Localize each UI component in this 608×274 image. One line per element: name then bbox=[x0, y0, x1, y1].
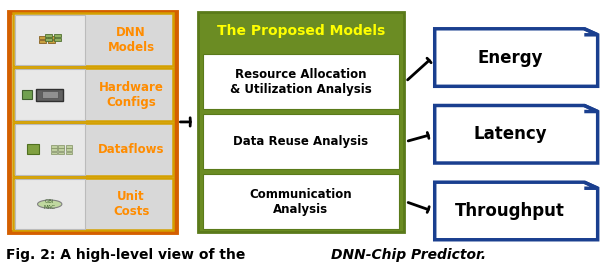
FancyBboxPatch shape bbox=[15, 69, 85, 120]
FancyBboxPatch shape bbox=[58, 145, 64, 148]
FancyBboxPatch shape bbox=[15, 124, 85, 175]
FancyBboxPatch shape bbox=[15, 179, 85, 229]
FancyBboxPatch shape bbox=[198, 12, 404, 232]
FancyBboxPatch shape bbox=[66, 152, 72, 154]
FancyBboxPatch shape bbox=[13, 68, 173, 121]
Polygon shape bbox=[435, 105, 598, 163]
FancyBboxPatch shape bbox=[66, 145, 72, 148]
Text: Hardware
Configs: Hardware Configs bbox=[98, 81, 164, 109]
FancyBboxPatch shape bbox=[51, 148, 57, 151]
Text: Communication
Analysis: Communication Analysis bbox=[250, 188, 352, 216]
FancyBboxPatch shape bbox=[45, 38, 52, 41]
Text: GBi
MAC: GBi MAC bbox=[44, 199, 56, 210]
Text: Energy: Energy bbox=[477, 48, 543, 67]
FancyBboxPatch shape bbox=[39, 40, 46, 43]
FancyBboxPatch shape bbox=[9, 12, 176, 232]
FancyBboxPatch shape bbox=[51, 152, 57, 154]
Text: Latency: Latency bbox=[473, 125, 547, 143]
FancyBboxPatch shape bbox=[66, 148, 72, 151]
FancyBboxPatch shape bbox=[54, 34, 61, 37]
Text: Dataflows: Dataflows bbox=[98, 143, 164, 156]
FancyBboxPatch shape bbox=[58, 152, 64, 154]
FancyBboxPatch shape bbox=[203, 114, 399, 169]
Text: Fig. 2: A high-level view of the: Fig. 2: A high-level view of the bbox=[6, 248, 250, 262]
FancyBboxPatch shape bbox=[13, 178, 173, 230]
Text: DNN-Chip Predictor.: DNN-Chip Predictor. bbox=[331, 248, 486, 262]
Text: Data Reuse Analysis: Data Reuse Analysis bbox=[233, 135, 368, 148]
FancyBboxPatch shape bbox=[39, 36, 46, 39]
FancyBboxPatch shape bbox=[42, 91, 58, 98]
FancyBboxPatch shape bbox=[13, 123, 173, 176]
FancyBboxPatch shape bbox=[15, 15, 85, 65]
Text: Unit
Costs: Unit Costs bbox=[113, 190, 150, 218]
FancyBboxPatch shape bbox=[22, 90, 32, 99]
FancyBboxPatch shape bbox=[13, 13, 173, 66]
Text: The Proposed Models: The Proposed Models bbox=[217, 24, 385, 38]
FancyBboxPatch shape bbox=[54, 38, 61, 41]
Text: DNN
Models: DNN Models bbox=[108, 26, 155, 54]
FancyBboxPatch shape bbox=[203, 174, 399, 229]
FancyBboxPatch shape bbox=[27, 144, 39, 154]
Text: Resource Allocation
& Utilization Analysis: Resource Allocation & Utilization Analys… bbox=[230, 68, 372, 96]
FancyBboxPatch shape bbox=[45, 34, 52, 37]
FancyBboxPatch shape bbox=[48, 40, 55, 43]
FancyBboxPatch shape bbox=[48, 36, 55, 39]
Polygon shape bbox=[38, 200, 62, 208]
Polygon shape bbox=[435, 182, 598, 240]
Polygon shape bbox=[435, 29, 598, 86]
FancyBboxPatch shape bbox=[203, 54, 399, 109]
FancyBboxPatch shape bbox=[58, 148, 64, 151]
FancyBboxPatch shape bbox=[36, 89, 63, 101]
FancyBboxPatch shape bbox=[51, 145, 57, 148]
Text: Throughput: Throughput bbox=[455, 202, 565, 220]
